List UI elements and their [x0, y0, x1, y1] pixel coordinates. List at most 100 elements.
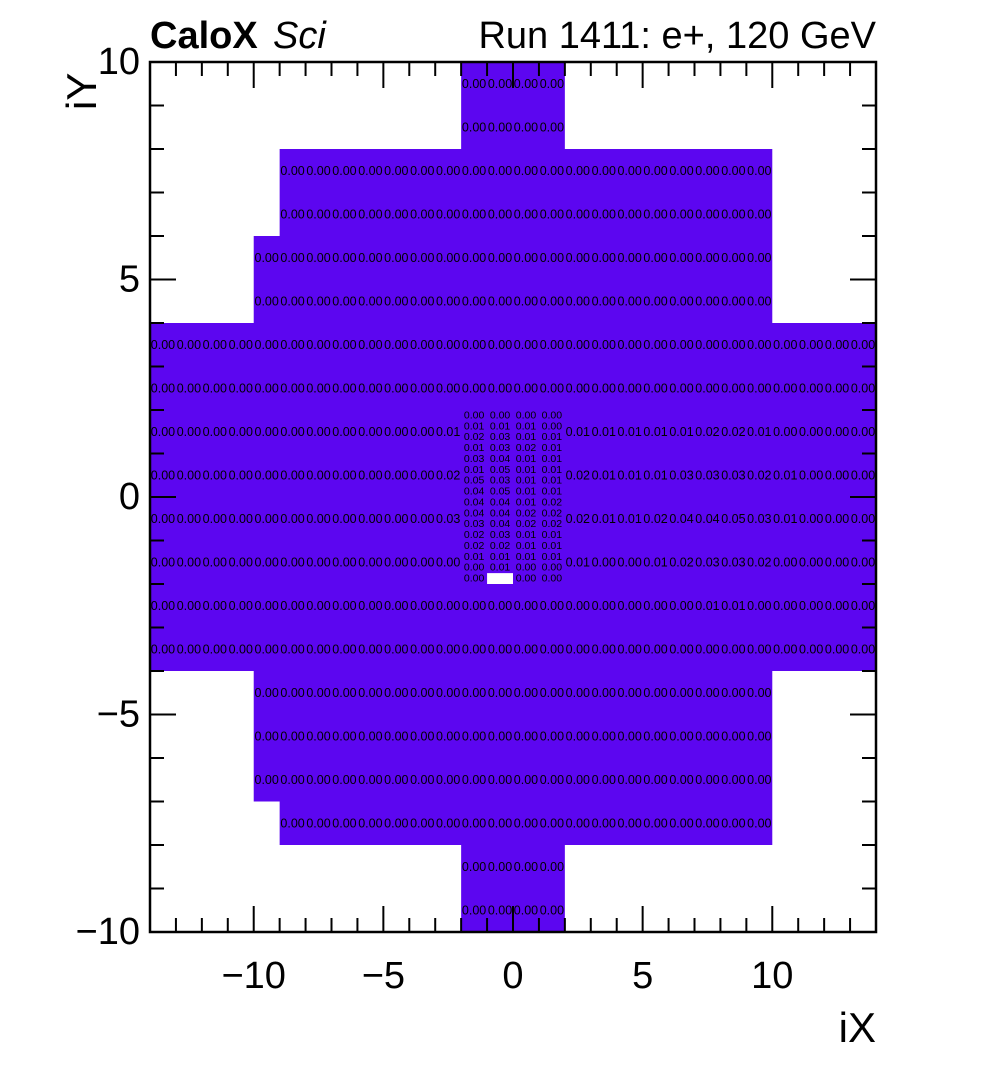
- cell-value: 0.00: [721, 294, 745, 308]
- fine-cell-value: 0.01: [516, 464, 537, 476]
- cell-value: 0.00: [255, 251, 279, 265]
- cell-value: 0.00: [669, 599, 693, 613]
- cell-value: 0.00: [540, 77, 564, 91]
- cell-value: 0.00: [618, 294, 642, 308]
- cell-value: 0.00: [332, 251, 356, 265]
- cell-value: 0.00: [825, 642, 849, 656]
- cell-value: 0.00: [358, 381, 382, 395]
- cell-value: 0.00: [280, 599, 304, 613]
- fine-cell-value: 0.01: [542, 529, 563, 541]
- cell-value: 0.00: [280, 164, 304, 178]
- cell-value: 0.00: [436, 642, 460, 656]
- cell-value: 0.00: [306, 686, 330, 700]
- cell-value: 0.00: [514, 338, 538, 352]
- fine-cell-value: 0.04: [464, 507, 485, 519]
- cell-value: 0.03: [436, 512, 460, 526]
- fine-cell-value: 0.00: [516, 573, 537, 585]
- cell-value: 0.00: [773, 642, 797, 656]
- cell-value: 0.00: [462, 338, 486, 352]
- cell-value: 0.00: [566, 338, 590, 352]
- cell-value: 0.00: [592, 338, 616, 352]
- cell-value: 0.00: [825, 425, 849, 439]
- cell-value: 0.00: [695, 773, 719, 787]
- cell-value: 0.00: [669, 381, 693, 395]
- fine-cell-value: 0.02: [464, 540, 485, 552]
- cell-value: 0.00: [488, 251, 512, 265]
- cell-value: 0.00: [643, 381, 667, 395]
- cell-value: 0.00: [851, 381, 875, 395]
- cell-value: 0.00: [462, 903, 486, 917]
- cell-value: 0.00: [203, 642, 227, 656]
- cell-value: 0.00: [358, 773, 382, 787]
- cell-value: 0.00: [566, 251, 590, 265]
- cell-value: 0.01: [592, 468, 616, 482]
- cell-value: 0.00: [306, 729, 330, 743]
- cell-value: 0.00: [488, 903, 512, 917]
- cell-value: 0.00: [851, 555, 875, 569]
- cell-value: 0.00: [358, 642, 382, 656]
- cell-value: 0.00: [566, 773, 590, 787]
- cell-value: 0.00: [592, 729, 616, 743]
- x-tick-label: −10: [221, 955, 285, 997]
- cell-value: 0.00: [462, 642, 486, 656]
- cell-value: 0.00: [695, 338, 719, 352]
- cell-value: 0.00: [566, 642, 590, 656]
- cell-value: 0.00: [203, 555, 227, 569]
- cell-value: 0.00: [203, 468, 227, 482]
- cell-value: 0.00: [255, 555, 279, 569]
- cell-value: 0.00: [358, 338, 382, 352]
- cell-value: 0.00: [436, 599, 460, 613]
- heatmap-region: [150, 323, 876, 671]
- fine-cell-value: 0.01: [516, 420, 537, 432]
- cell-value: 0.00: [358, 686, 382, 700]
- cell-value: 0.02: [747, 555, 771, 569]
- cell-value: 0.00: [462, 77, 486, 91]
- cell-value: 0.00: [306, 425, 330, 439]
- cell-value: 0.00: [358, 555, 382, 569]
- cell-value: 0.00: [436, 555, 460, 569]
- cell-value: 0.00: [669, 251, 693, 265]
- cell-value: 0.00: [332, 294, 356, 308]
- cell-value: 0.00: [384, 381, 408, 395]
- fine-cell-value: 0.00: [490, 409, 511, 421]
- cell-value: 0.02: [436, 468, 460, 482]
- cell-value: 0.00: [747, 381, 771, 395]
- cell-value: 0.00: [280, 425, 304, 439]
- cell-value: 0.01: [592, 512, 616, 526]
- cell-value: 0.01: [747, 425, 771, 439]
- cell-value: 0.00: [280, 773, 304, 787]
- plot-title-left-italic: Sci: [273, 15, 327, 57]
- cell-value: 0.00: [436, 773, 460, 787]
- cell-value: 0.00: [488, 381, 512, 395]
- fine-cell-value: 0.01: [516, 540, 537, 552]
- cell-value: 0.00: [203, 425, 227, 439]
- cell-value: 0.00: [825, 555, 849, 569]
- cell-value: 0.00: [306, 251, 330, 265]
- cell-value: 0.00: [358, 729, 382, 743]
- cell-value: 0.00: [592, 555, 616, 569]
- fine-cell-value: 0.04: [464, 486, 485, 498]
- cell-value: 0.00: [255, 642, 279, 656]
- cell-value: 0.00: [695, 251, 719, 265]
- cell-value: 0.00: [436, 686, 460, 700]
- cell-value: 0.00: [514, 251, 538, 265]
- cell-value: 0.00: [436, 294, 460, 308]
- fine-cell-value: 0.01: [542, 442, 563, 454]
- cell-value: 0.00: [384, 599, 408, 613]
- cell-value: 0.00: [306, 555, 330, 569]
- cell-value: 0.01: [643, 468, 667, 482]
- fine-cell-value: 0.01: [516, 529, 537, 541]
- cell-value: 0.00: [306, 642, 330, 656]
- cell-value: 0.00: [358, 512, 382, 526]
- cell-value: 0.00: [177, 338, 201, 352]
- x-tick-label: 10: [751, 955, 793, 997]
- cell-value: 0.00: [384, 773, 408, 787]
- cell-value: 0.00: [151, 468, 175, 482]
- cell-value: 0.00: [410, 729, 434, 743]
- cell-value: 0.00: [721, 642, 745, 656]
- cell-value: 0.03: [695, 468, 719, 482]
- cell-value: 0.00: [851, 468, 875, 482]
- cell-value: 0.00: [669, 816, 693, 830]
- cell-value: 0.00: [462, 164, 486, 178]
- cell-value: 0.02: [721, 425, 745, 439]
